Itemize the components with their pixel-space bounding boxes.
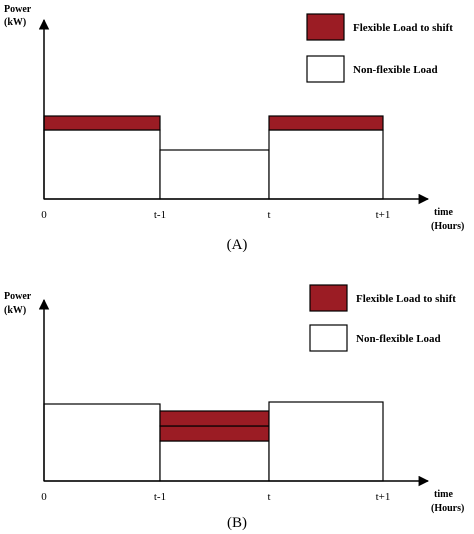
bar-nonflexible-b-1: [43, 403, 161, 482]
x-axis-unit-a: (Hours): [431, 221, 464, 232]
tick-label-t+1-b: t+1: [376, 491, 391, 503]
legend-swatch-flexible-a: [306, 13, 345, 41]
x-axis-label-b: time: [434, 489, 453, 500]
tick-label-0-b: 0: [41, 491, 47, 503]
bar-nonflexible-a-1: [43, 129, 161, 200]
tick-label-t-a: t: [267, 209, 270, 221]
legend-label-flexible-b: Flexible Load to shift: [356, 293, 456, 305]
bar-flexible-b-2b: [159, 410, 270, 427]
bars-a: [43, 115, 384, 200]
caption-a: (A): [227, 237, 248, 253]
bar-flexible-b-2a: [159, 425, 270, 442]
legend-swatch-flexible-b: [309, 284, 348, 312]
bar-nonflexible-a-3: [268, 129, 384, 200]
legend-b: Flexible Load to shift Non-flexible Load: [309, 284, 456, 352]
tick-label-t+1-a: t+1: [376, 209, 391, 221]
panel-b: Power (kW) Flexible Load to shift Non-fl…: [4, 284, 464, 531]
caption-b: (B): [227, 515, 247, 531]
bars-b: [43, 401, 384, 482]
bar-nonflexible-b-3: [268, 401, 384, 482]
tick-label-0-a: 0: [41, 209, 47, 221]
y-axis-label-b: Power: [4, 291, 32, 302]
x-axis-unit-b: (Hours): [431, 503, 464, 514]
y-axis-unit-a: (kW): [4, 17, 26, 28]
panel-a: Power (kW) Flexible Load to shift Non-fl…: [4, 4, 464, 253]
legend-swatch-nonflexible-b: [309, 324, 348, 352]
bar-flexible-a-3: [268, 115, 384, 131]
legend-label-nonflexible-b: Non-flexible Load: [356, 333, 441, 345]
bar-nonflexible-b-2: [159, 440, 270, 482]
bar-flexible-a-1: [43, 115, 161, 131]
tick-label-t-1-a: t-1: [154, 209, 166, 221]
x-axis-label-a: time: [434, 207, 453, 218]
tick-label-t-1-b: t-1: [154, 491, 166, 503]
legend-label-nonflexible-a: Non-flexible Load: [353, 64, 438, 76]
y-axis-label-a: Power: [4, 4, 32, 15]
y-axis-unit-b: (kW): [4, 305, 26, 316]
bar-nonflexible-a-2: [159, 149, 270, 200]
legend-label-flexible-a: Flexible Load to shift: [353, 22, 453, 34]
legend-swatch-nonflexible-a: [306, 55, 345, 83]
tick-label-t-b: t: [267, 491, 270, 503]
legend-a: Flexible Load to shift Non-flexible Load: [306, 13, 453, 83]
